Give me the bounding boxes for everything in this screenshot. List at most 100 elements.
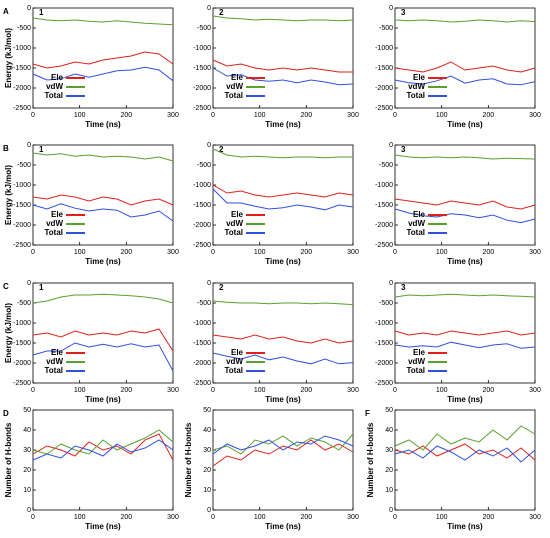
x-axis-label: Time (ns) bbox=[85, 257, 121, 266]
y-tick-label: -1000 bbox=[13, 182, 31, 189]
x-axis-label: Time (ns) bbox=[447, 257, 483, 266]
series-line bbox=[32, 51, 174, 69]
series-line bbox=[212, 148, 353, 159]
legend-label: Total bbox=[406, 228, 425, 237]
legend-label: Total bbox=[44, 228, 63, 237]
series-line bbox=[32, 433, 174, 461]
legend-label: vdW bbox=[408, 357, 425, 366]
x-tick-label: 200 bbox=[300, 112, 312, 119]
x-tick-label: 0 bbox=[393, 112, 397, 119]
series-line bbox=[394, 425, 536, 451]
y-tick-label: -2500 bbox=[375, 242, 393, 249]
x-tick-label: 200 bbox=[482, 387, 494, 394]
panel-number: 2 bbox=[219, 283, 224, 292]
panel-number: 3 bbox=[401, 145, 406, 154]
y-tick-label: 10 bbox=[203, 487, 211, 494]
plot-frame bbox=[394, 144, 536, 246]
series-line bbox=[212, 439, 354, 467]
x-axis-label: Time (ns) bbox=[447, 522, 483, 531]
x-tick-label: 200 bbox=[120, 249, 132, 256]
series-line bbox=[212, 334, 354, 344]
y-tick-label: -1500 bbox=[375, 65, 393, 72]
plot-frame bbox=[32, 144, 174, 246]
legend-label: vdW bbox=[408, 82, 425, 91]
y-tick-label: -500 bbox=[17, 300, 31, 307]
y-tick-label: -2500 bbox=[193, 380, 211, 387]
series-line bbox=[212, 15, 354, 22]
x-tick-label: 200 bbox=[482, 249, 494, 256]
y-tick-label: 20 bbox=[385, 467, 393, 474]
y-tick-label: -1500 bbox=[13, 65, 31, 72]
x-tick-label: 300 bbox=[347, 514, 359, 521]
y-tick-label: -500 bbox=[17, 25, 31, 32]
y-tick-label: -1500 bbox=[375, 202, 393, 209]
series-line bbox=[212, 184, 354, 198]
plot-frame bbox=[32, 282, 174, 384]
legend-label: Ele bbox=[51, 73, 64, 82]
y-tick-label: 0 bbox=[389, 280, 393, 287]
series-line bbox=[212, 435, 354, 455]
x-axis-label: Time (ns) bbox=[85, 395, 121, 404]
legend-label: Total bbox=[406, 366, 425, 375]
x-tick-label: 300 bbox=[167, 112, 179, 119]
legend-label: Total bbox=[224, 228, 243, 237]
legend-label: Ele bbox=[231, 73, 244, 82]
x-tick-label: 300 bbox=[529, 514, 541, 521]
y-tick-label: 0 bbox=[389, 5, 393, 12]
y-tick-label: 0 bbox=[207, 5, 211, 12]
plot-frame bbox=[32, 409, 174, 511]
legend-label: vdW bbox=[226, 82, 243, 91]
legend-label: Ele bbox=[231, 210, 244, 219]
x-axis-label: Time (ns) bbox=[265, 257, 301, 266]
y-tick-label: -1000 bbox=[193, 320, 211, 327]
x-tick-label: 200 bbox=[120, 514, 132, 521]
y-tick-label: -1500 bbox=[193, 340, 211, 347]
y-tick-label: 50 bbox=[385, 407, 393, 414]
x-tick-label: 0 bbox=[211, 514, 215, 521]
x-tick-label: 0 bbox=[393, 249, 397, 256]
x-axis-label: Time (ns) bbox=[265, 120, 301, 129]
series-line bbox=[394, 198, 536, 210]
y-tick-label: -2000 bbox=[375, 85, 393, 92]
legend-label: Total bbox=[406, 91, 425, 100]
panel-number: 2 bbox=[219, 145, 224, 154]
y-tick-label: -1500 bbox=[375, 340, 393, 347]
series-line bbox=[32, 429, 174, 455]
y-tick-label: 20 bbox=[23, 467, 31, 474]
y-tick-label: -1500 bbox=[193, 202, 211, 209]
y-tick-label: -1000 bbox=[193, 45, 211, 52]
series-line bbox=[32, 328, 174, 352]
x-tick-label: 300 bbox=[347, 112, 359, 119]
series-line bbox=[32, 194, 174, 206]
y-tick-label: 0 bbox=[27, 142, 31, 149]
plot-frame bbox=[212, 7, 354, 109]
x-tick-label: 100 bbox=[74, 112, 86, 119]
x-tick-label: 300 bbox=[347, 249, 359, 256]
x-tick-label: 300 bbox=[167, 514, 179, 521]
legend-label: Ele bbox=[413, 348, 426, 357]
legend-label: Total bbox=[224, 91, 243, 100]
panel-number: 1 bbox=[39, 145, 44, 154]
legend-label: vdW bbox=[226, 219, 243, 228]
y-tick-label: -1000 bbox=[13, 320, 31, 327]
y-tick-label: -1000 bbox=[375, 182, 393, 189]
series-line bbox=[394, 75, 536, 86]
x-tick-label: 0 bbox=[211, 387, 215, 394]
y-tick-label: -2500 bbox=[375, 105, 393, 112]
y-tick-label: -1500 bbox=[193, 65, 211, 72]
legend-label: vdW bbox=[46, 219, 63, 228]
x-axis-label: Time (ns) bbox=[265, 522, 301, 531]
series-line bbox=[394, 293, 536, 298]
panel-number: 1 bbox=[39, 8, 44, 17]
x-axis-label: Time (ns) bbox=[447, 120, 483, 129]
y-tick-label: 0 bbox=[207, 142, 211, 149]
series-line bbox=[394, 445, 536, 463]
legend-label: vdW bbox=[408, 219, 425, 228]
legend-label: Total bbox=[224, 366, 243, 375]
y-tick-label: -2500 bbox=[13, 242, 31, 249]
panel-letter: F bbox=[365, 409, 370, 418]
y-tick-label: -2500 bbox=[375, 380, 393, 387]
plot-frame bbox=[32, 7, 174, 109]
series-line bbox=[394, 208, 536, 224]
y-tick-label: -2500 bbox=[13, 105, 31, 112]
